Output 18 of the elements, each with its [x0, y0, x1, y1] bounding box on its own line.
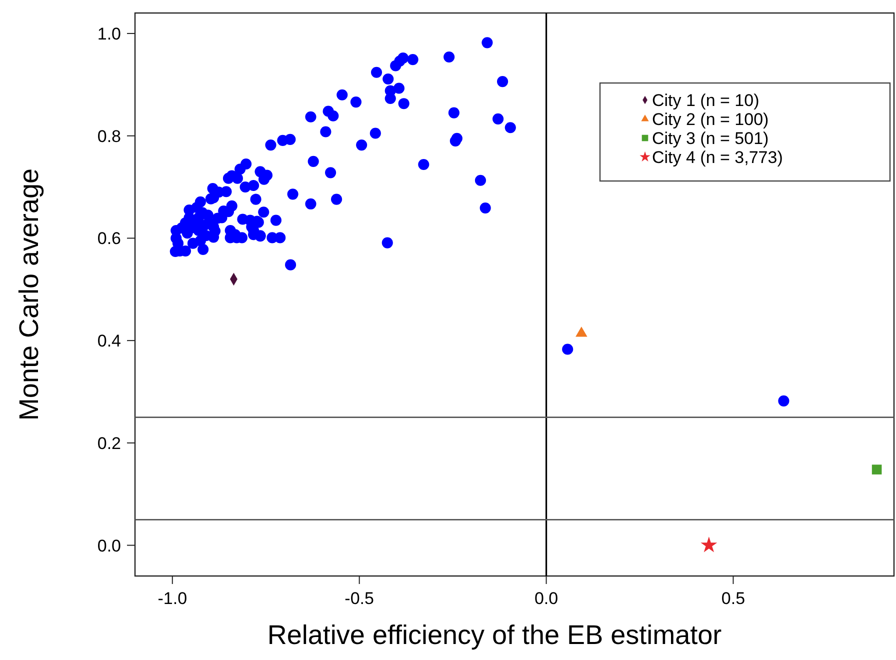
- x-tick-label: 0.0: [534, 589, 558, 608]
- y-tick-label: 0.8: [97, 126, 121, 146]
- point: [700, 536, 718, 552]
- y-tick-label: 1.0: [97, 24, 121, 44]
- y-tick-label: 0.4: [97, 332, 121, 351]
- legend-label: City 3 (n = 501): [652, 129, 769, 148]
- x-tick-label: -0.5: [344, 589, 374, 608]
- y-axis-title: Monte Carlo average: [14, 168, 44, 421]
- y-tick-label: 0.6: [97, 229, 121, 248]
- point: [872, 464, 882, 474]
- legend-label: City 4 (n = 3,773): [652, 148, 783, 167]
- y-tick-label: 0.2: [97, 434, 121, 453]
- x-tick-label: 0.5: [721, 589, 746, 608]
- legend-label: City 1 (n = 10): [652, 91, 760, 110]
- y-tick-label: 0.0: [97, 536, 121, 556]
- x-axis-title: Relative efficiency of the EB estimator: [267, 620, 722, 650]
- legend-label: City 2 (n = 100): [652, 110, 769, 129]
- x-tick-label: -1.0: [158, 589, 188, 608]
